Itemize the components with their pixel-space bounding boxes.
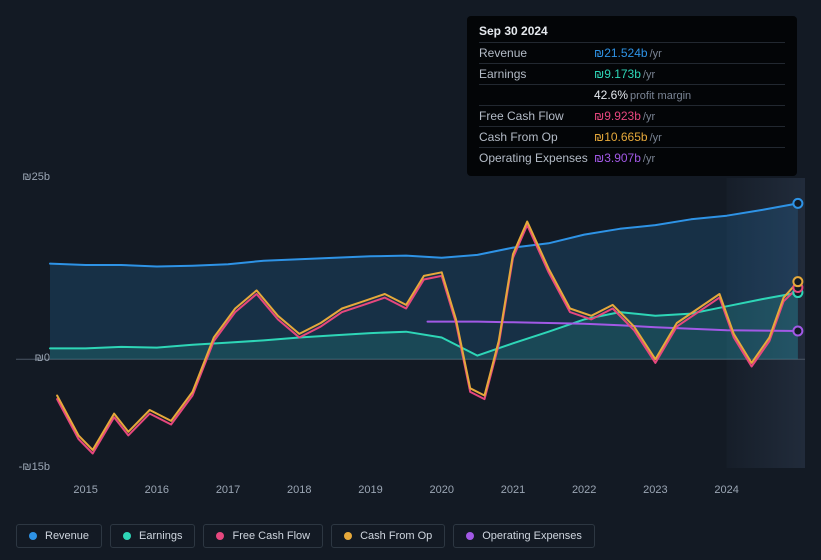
legend-label: Revenue (45, 530, 89, 542)
tooltip-row: Revenue₪21.524b /yr (479, 43, 785, 64)
end-marker-opex (793, 326, 802, 335)
tooltip-row: Cash From Op₪10.665b /yr (479, 127, 785, 148)
x-axis-label: 2023 (635, 484, 675, 496)
tooltip-subvalue: 42.6% (594, 88, 628, 102)
tooltip-label: Earnings (479, 67, 594, 81)
tooltip-subtext: profit margin (630, 90, 691, 102)
data-tooltip: Sep 30 2024 Revenue₪21.524b /yrEarnings₪… (467, 16, 797, 176)
chart-legend: Revenue Earnings Free Cash Flow Cash From O… (16, 524, 595, 548)
legend-dot (344, 532, 352, 540)
x-axis-label: 2016 (137, 484, 177, 496)
y-axis-label: -₪15b (0, 461, 50, 473)
legend-dot (466, 532, 474, 540)
x-axis-label: 2017 (208, 484, 248, 496)
tooltip-value: ₪10.665b (594, 130, 648, 144)
tooltip-row: Free Cash Flow₪9.923b /yr (479, 106, 785, 127)
legend-item-cash-from-op[interactable]: Cash From Op (331, 524, 445, 548)
tooltip-value: ₪21.524b (594, 46, 648, 60)
tooltip-unit: /yr (650, 132, 662, 144)
x-axis-label: 2022 (564, 484, 604, 496)
legend-item-free-cash-flow[interactable]: Free Cash Flow (203, 524, 323, 548)
y-axis-label: ₪25b (0, 171, 50, 183)
x-axis-label: 2019 (351, 484, 391, 496)
tooltip-subrow: 42.6% profit margin (479, 85, 785, 106)
tooltip-label: Revenue (479, 46, 594, 60)
tooltip-unit: /yr (650, 48, 662, 60)
tooltip-label: Cash From Op (479, 130, 594, 144)
chart-area (16, 178, 805, 478)
end-marker-revenue (793, 199, 802, 208)
x-axis-label: 2024 (707, 484, 747, 496)
tooltip-unit: /yr (643, 69, 655, 81)
x-axis-label: 2018 (279, 484, 319, 496)
chart-svg (16, 178, 805, 498)
x-axis-label: 2015 (66, 484, 106, 496)
tooltip-date: Sep 30 2024 (479, 24, 785, 43)
legend-item-operating-expenses[interactable]: Operating Expenses (453, 524, 595, 548)
tooltip-row: Operating Expenses₪3.907b /yr (479, 148, 785, 168)
legend-dot (216, 532, 224, 540)
legend-dot (29, 532, 37, 540)
x-axis-label: 2020 (422, 484, 462, 496)
tooltip-row: Earnings₪9.173b /yr (479, 64, 785, 85)
legend-dot (123, 532, 131, 540)
legend-item-revenue[interactable]: Revenue (16, 524, 102, 548)
legend-label: Cash From Op (360, 530, 432, 542)
legend-label: Earnings (139, 530, 182, 542)
tooltip-value: ₪3.907b (594, 151, 641, 165)
legend-label: Operating Expenses (482, 530, 582, 542)
legend-label: Free Cash Flow (232, 530, 310, 542)
tooltip-unit: /yr (643, 153, 655, 165)
tooltip-label: Operating Expenses (479, 151, 594, 165)
end-marker-cash_op (793, 277, 802, 286)
tooltip-value: ₪9.923b (594, 109, 641, 123)
x-axis-label: 2021 (493, 484, 533, 496)
tooltip-value: ₪9.173b (594, 67, 641, 81)
legend-item-earnings[interactable]: Earnings (110, 524, 195, 548)
tooltip-unit: /yr (643, 111, 655, 123)
y-axis-label: ₪0 (0, 352, 50, 364)
tooltip-label: Free Cash Flow (479, 109, 594, 123)
